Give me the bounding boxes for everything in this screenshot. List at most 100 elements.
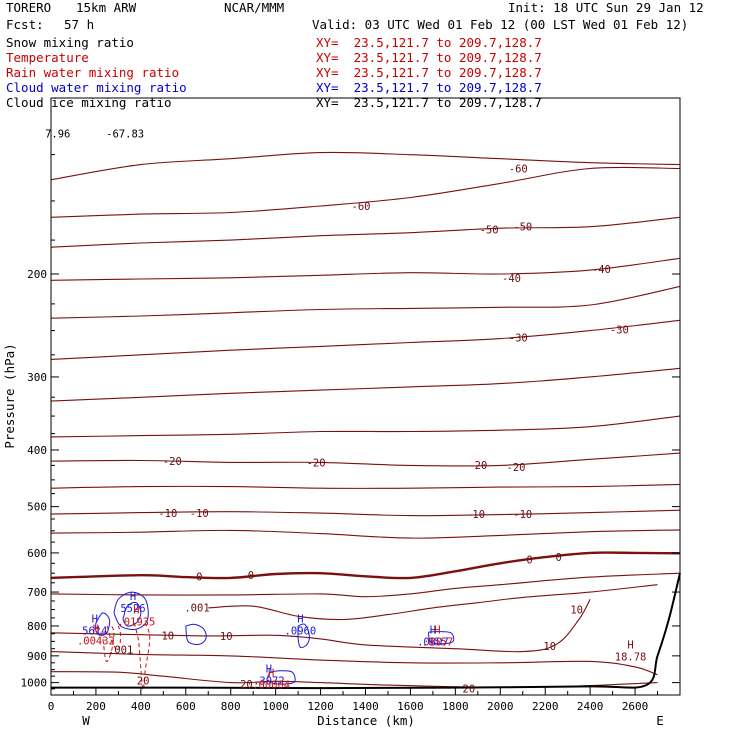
extremum-value: 5526: [120, 603, 145, 615]
temperature-contour-label: -60: [352, 201, 371, 213]
temperature-contour-label: 0: [526, 555, 532, 567]
x-tick-label: 1200: [307, 700, 334, 713]
temperature-contour-label: -10: [190, 508, 209, 520]
x-tick-label: 2000: [487, 700, 514, 713]
y-tick-label: 800: [27, 620, 47, 633]
field-xy-temperature: XY= 23.5,121.7 to 209.7,128.7: [316, 50, 542, 65]
x-tick-label: 1600: [397, 700, 424, 713]
temperature-contour: [50, 509, 681, 517]
extremum-value: .0960: [285, 625, 317, 637]
temperature-contour-label: -10: [513, 509, 532, 521]
temperature-contour-label: -10: [158, 508, 177, 520]
field-xy-rain: XY= 23.5,121.7 to 209.7,128.7: [316, 65, 542, 80]
center-name: NCAR/MMM: [224, 0, 285, 15]
field-label-snow: Snow mixing ratio: [6, 35, 134, 50]
temperature-contour-label: .001: [184, 603, 209, 615]
extremum-marker: H: [268, 668, 274, 680]
temperature-contour: [50, 216, 681, 248]
init-time: Init: 18 UTC Sun 29 Jan 12: [508, 0, 704, 15]
temperature-contour-label: .001: [108, 645, 133, 657]
temperature-contour-label: 0: [196, 572, 202, 584]
x-tick-label: 600: [176, 700, 196, 713]
temperature-contour-label: 10: [220, 631, 233, 643]
extremum-value: .00432: [77, 635, 115, 647]
y-tick-label: 700: [27, 586, 47, 599]
cloud-water-contour: [122, 601, 142, 627]
temperature-contour-label: -60: [509, 163, 528, 175]
rain-contour: [97, 622, 115, 663]
extremum-value: 5614: [82, 625, 107, 637]
corner-value-label: 7.96: [45, 128, 70, 140]
temperature-contour: [50, 257, 681, 281]
temperature-contour-label: -50: [513, 222, 532, 234]
x-tick-label: 1000: [262, 700, 289, 713]
extremum-marker: H: [92, 613, 98, 625]
y-tick-label: 900: [27, 650, 47, 663]
field-label-rain: Rain water mixing ratio: [6, 65, 180, 80]
temperature-contour: [50, 483, 681, 489]
cloud-water-contour: [113, 591, 149, 630]
axes: 0 200 400 600 800 1000 1200 1400 1600 1800 2000 220…: [21, 154, 680, 713]
temperature-contour-label: 0: [248, 570, 254, 582]
field-xy-snow: XY= 23.5,121.7 to 209.7,128.7: [316, 35, 542, 50]
extremum-value: .0557: [422, 636, 454, 648]
ground-line: [50, 572, 681, 690]
temperature-contour-label: 10: [543, 641, 556, 653]
extremum-value: .3072: [253, 675, 285, 687]
extremum-marker: H: [297, 613, 303, 625]
extremum-value: 18.78: [615, 651, 647, 663]
x-tick-label: 0: [48, 700, 55, 713]
x-tick-label: 800: [221, 700, 241, 713]
temperature-contour-label: -40: [502, 273, 521, 285]
temperature-contour-label: -30: [509, 333, 528, 345]
extremum-value: .00004: [252, 680, 290, 692]
temperature-contour-label: -40: [592, 264, 611, 276]
temperature-contour: [50, 166, 681, 218]
temperature-contour-label: -10: [466, 509, 485, 521]
ground-surface-line: [50, 572, 681, 690]
extremum-value: .0807: [417, 636, 449, 648]
x-tick-label: 400: [131, 700, 151, 713]
y-tick-label: 500: [27, 501, 47, 514]
extremum-marker: H: [130, 591, 136, 603]
x-axis-label: Distance (km): [317, 713, 415, 728]
field-label-temperature: Temperature: [6, 50, 89, 65]
x-tick-label: 200: [86, 700, 106, 713]
temperature-contour: [50, 285, 681, 319]
extremum-marker: H: [93, 623, 99, 635]
rain-contour: [133, 622, 151, 691]
temperature-contour-label: -30: [610, 325, 629, 337]
temperature-contour: [50, 651, 658, 676]
temperature-contour-label: 10: [570, 605, 583, 617]
temperature-contour: [50, 367, 681, 402]
temperature-contour-label: -50: [480, 225, 499, 237]
x-end-label-left: W: [82, 713, 90, 728]
temperature-contour: [50, 319, 681, 360]
temperature-contour-label: -20: [163, 456, 182, 468]
extremum-marker: H: [430, 624, 436, 636]
x-end-label-right: E: [656, 713, 664, 728]
field-xy-cloudice: XY= 23.5,121.7 to 209.7,128.7: [316, 95, 542, 110]
x-tick-label: 2400: [577, 700, 604, 713]
corner-value-label: -67.83: [106, 128, 144, 140]
field-label-cloudice: Cloud ice mixing ratio: [6, 95, 172, 110]
temperature-contour: [50, 598, 591, 653]
y-tick-label: 1000: [21, 677, 48, 690]
valid-time: Valid: 03 UTC Wed 01 Feb 12 (00 LST Wed …: [312, 17, 689, 32]
model-name: TORERO: [6, 0, 52, 15]
cloud-water-contour: [297, 623, 310, 649]
temperature-contour-label: -20: [307, 457, 326, 469]
extremum-marker: H: [627, 639, 633, 651]
fcst-label: Fcst:: [6, 17, 44, 32]
x-tick-label: 1400: [352, 700, 379, 713]
temperature-contour-label: -20: [468, 460, 487, 472]
temperature-contour-label: 20: [137, 676, 150, 688]
cloud-water-contour: [185, 623, 207, 645]
temperature-contour-label: 20: [463, 683, 476, 695]
temperature-contour: [50, 452, 681, 467]
temperature-contour-label: -20: [507, 462, 526, 474]
fcst-value: 57 h: [64, 17, 95, 32]
extremum-marker: H: [133, 605, 139, 617]
y-axis-label: Pressure (hPa): [2, 343, 17, 448]
y-tick-label: 600: [27, 547, 47, 560]
